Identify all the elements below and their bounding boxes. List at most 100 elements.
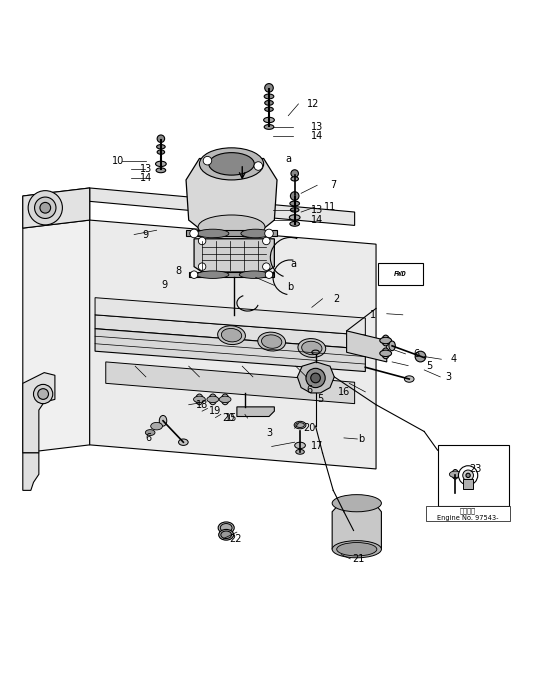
Circle shape: [265, 84, 273, 92]
Circle shape: [291, 170, 299, 177]
Polygon shape: [23, 202, 90, 228]
Text: b: b: [358, 434, 364, 444]
Text: 适用号码
Engine No. 97543-: 适用号码 Engine No. 97543-: [437, 507, 499, 521]
Circle shape: [157, 135, 165, 142]
Circle shape: [190, 229, 199, 238]
Text: 13: 13: [311, 122, 323, 132]
Polygon shape: [23, 188, 90, 209]
Ellipse shape: [197, 271, 229, 279]
Ellipse shape: [389, 341, 395, 351]
Circle shape: [190, 271, 198, 279]
Text: 11: 11: [324, 202, 337, 212]
Polygon shape: [346, 331, 387, 362]
Text: 13: 13: [140, 164, 152, 174]
Ellipse shape: [197, 229, 229, 238]
Text: 3: 3: [266, 428, 272, 438]
Text: 9: 9: [143, 229, 149, 240]
Polygon shape: [23, 373, 55, 453]
Text: 19: 19: [209, 406, 222, 416]
Ellipse shape: [265, 107, 273, 112]
Ellipse shape: [380, 350, 392, 357]
Circle shape: [38, 389, 48, 399]
Ellipse shape: [332, 494, 381, 511]
Text: 12: 12: [307, 99, 319, 109]
Text: 6: 6: [413, 349, 419, 359]
Text: 23: 23: [469, 464, 482, 474]
Ellipse shape: [382, 348, 390, 359]
Circle shape: [311, 373, 321, 383]
Ellipse shape: [239, 271, 269, 279]
Ellipse shape: [405, 376, 414, 382]
Text: 14: 14: [311, 131, 323, 141]
Polygon shape: [90, 220, 376, 469]
Text: 8: 8: [175, 266, 181, 276]
Ellipse shape: [198, 215, 265, 239]
Ellipse shape: [209, 394, 217, 405]
Text: a: a: [290, 259, 296, 269]
Ellipse shape: [218, 326, 245, 345]
Text: 5: 5: [427, 361, 433, 370]
Ellipse shape: [218, 529, 233, 540]
Ellipse shape: [179, 439, 188, 445]
Circle shape: [458, 466, 478, 485]
Circle shape: [199, 237, 206, 244]
Ellipse shape: [294, 422, 306, 429]
Polygon shape: [189, 272, 274, 277]
Ellipse shape: [157, 150, 165, 154]
Ellipse shape: [155, 161, 166, 167]
Text: 17: 17: [311, 441, 323, 452]
Polygon shape: [23, 453, 39, 490]
Circle shape: [40, 202, 51, 213]
Circle shape: [28, 191, 62, 225]
Polygon shape: [106, 362, 355, 404]
Ellipse shape: [295, 442, 306, 449]
Ellipse shape: [452, 469, 458, 479]
Text: 13: 13: [311, 206, 323, 215]
Ellipse shape: [296, 449, 305, 454]
Ellipse shape: [289, 215, 300, 220]
Circle shape: [199, 263, 206, 270]
Circle shape: [415, 351, 426, 362]
Circle shape: [463, 470, 473, 481]
Ellipse shape: [291, 177, 299, 181]
Ellipse shape: [290, 201, 300, 206]
Ellipse shape: [298, 338, 325, 358]
Text: 1: 1: [370, 310, 377, 320]
Text: 10: 10: [112, 156, 124, 165]
Ellipse shape: [241, 229, 270, 238]
Ellipse shape: [382, 335, 390, 346]
Text: a: a: [285, 153, 291, 163]
Text: 20: 20: [223, 413, 235, 423]
Circle shape: [466, 473, 470, 477]
Text: 6: 6: [306, 385, 312, 395]
Text: 22: 22: [230, 533, 242, 543]
Bar: [426, 507, 511, 522]
Polygon shape: [23, 220, 90, 453]
Circle shape: [254, 161, 263, 170]
Ellipse shape: [296, 423, 305, 428]
Circle shape: [263, 237, 270, 244]
Circle shape: [265, 229, 273, 238]
Circle shape: [33, 384, 53, 404]
Text: 18: 18: [196, 400, 208, 410]
Ellipse shape: [194, 396, 206, 402]
Text: 6: 6: [145, 433, 152, 443]
Ellipse shape: [258, 332, 286, 351]
Ellipse shape: [290, 221, 300, 226]
Text: 4: 4: [451, 354, 457, 364]
Ellipse shape: [221, 531, 231, 539]
Circle shape: [34, 197, 56, 219]
Ellipse shape: [312, 350, 320, 354]
Ellipse shape: [156, 168, 166, 173]
Polygon shape: [95, 315, 365, 349]
Ellipse shape: [332, 541, 381, 558]
Ellipse shape: [380, 337, 392, 344]
Polygon shape: [237, 407, 274, 417]
Ellipse shape: [196, 394, 203, 405]
FancyBboxPatch shape: [438, 445, 509, 507]
Ellipse shape: [265, 101, 273, 106]
Ellipse shape: [302, 341, 322, 355]
Ellipse shape: [264, 94, 274, 99]
Polygon shape: [194, 239, 274, 272]
Text: 9: 9: [161, 281, 168, 290]
